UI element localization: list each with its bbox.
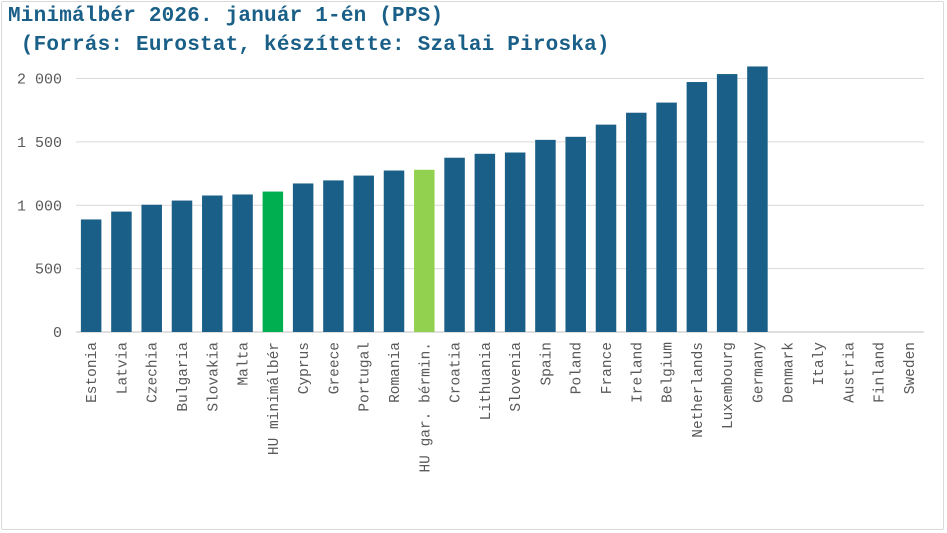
chart-subtitle: (Forrás: Eurostat, készítette: Szalai Pi… bbox=[8, 34, 610, 57]
x-tick-label: Sweden bbox=[903, 342, 919, 394]
chart-title: Minimálbér 2026. január 1-én (PPS) bbox=[8, 5, 444, 28]
x-tick-label: Germany bbox=[751, 342, 767, 403]
x-tick-label: Romania bbox=[388, 342, 404, 403]
x-tick-label: Austria bbox=[842, 342, 858, 403]
x-tick-label: HU gar. bérmin. bbox=[418, 342, 434, 473]
x-tick-label: Malta bbox=[237, 342, 253, 386]
x-tick-label: Belgium bbox=[661, 342, 677, 403]
y-tick-label: 1 500 bbox=[17, 135, 62, 152]
x-tick-label: Bulgaria bbox=[176, 342, 192, 412]
x-tick-label: Croatia bbox=[449, 342, 465, 403]
bar bbox=[353, 175, 374, 332]
x-tick-label: Slovakia bbox=[206, 342, 222, 412]
x-tick-label: France bbox=[600, 342, 616, 394]
x-tick-label: Italy bbox=[812, 342, 828, 386]
bar bbox=[535, 139, 556, 332]
x-tick-label: Spain bbox=[539, 342, 555, 386]
x-tick-label: Portugal bbox=[358, 342, 374, 412]
bar bbox=[595, 124, 617, 333]
x-tick-label: Poland bbox=[570, 342, 586, 394]
bar bbox=[323, 180, 344, 332]
x-tick-label: Lithuania bbox=[479, 342, 495, 421]
bar bbox=[626, 112, 647, 332]
x-tick-label: Greece bbox=[327, 342, 343, 394]
x-tick-label: HU minimálbér bbox=[267, 342, 283, 455]
bar bbox=[383, 170, 405, 332]
bar bbox=[504, 152, 526, 332]
y-tick-label: 2 000 bbox=[17, 72, 62, 89]
bar bbox=[171, 200, 193, 332]
bar bbox=[202, 195, 223, 332]
bar bbox=[565, 136, 586, 332]
bar bbox=[656, 102, 677, 333]
bar bbox=[232, 194, 253, 332]
x-tick-label: Finland bbox=[873, 342, 889, 403]
y-tick-label: 1 000 bbox=[17, 198, 62, 215]
bar bbox=[262, 191, 284, 332]
x-axis: Estonia Latvia Czechia Bulgaria Slovakia Malt… bbox=[85, 342, 919, 473]
bar bbox=[474, 153, 496, 332]
bar bbox=[80, 219, 102, 332]
bar bbox=[716, 74, 738, 332]
x-tick-label: Latvia bbox=[115, 342, 131, 395]
x-tick-label: Luxembourg bbox=[721, 342, 737, 429]
bar bbox=[111, 211, 132, 332]
bar bbox=[141, 204, 162, 332]
bars bbox=[80, 66, 768, 333]
y-tick-label: 500 bbox=[35, 262, 62, 279]
y-tick-label: 0 bbox=[53, 325, 62, 342]
x-tick-label: Slovenia bbox=[509, 342, 525, 412]
bar bbox=[444, 157, 465, 332]
y-axis: 0 500 1 000 1 500 2 000 bbox=[17, 72, 62, 343]
bar bbox=[686, 82, 708, 332]
bar bbox=[414, 169, 435, 332]
bar bbox=[747, 66, 768, 333]
x-tick-label: Ireland bbox=[630, 342, 646, 403]
x-tick-label: Netherlands bbox=[691, 342, 707, 438]
x-tick-label: Estonia bbox=[85, 342, 101, 403]
x-tick-label: Cyprus bbox=[297, 342, 313, 394]
bar bbox=[292, 183, 314, 332]
x-tick-label: Denmark bbox=[782, 342, 798, 403]
x-tick-label: Czechia bbox=[146, 342, 162, 403]
